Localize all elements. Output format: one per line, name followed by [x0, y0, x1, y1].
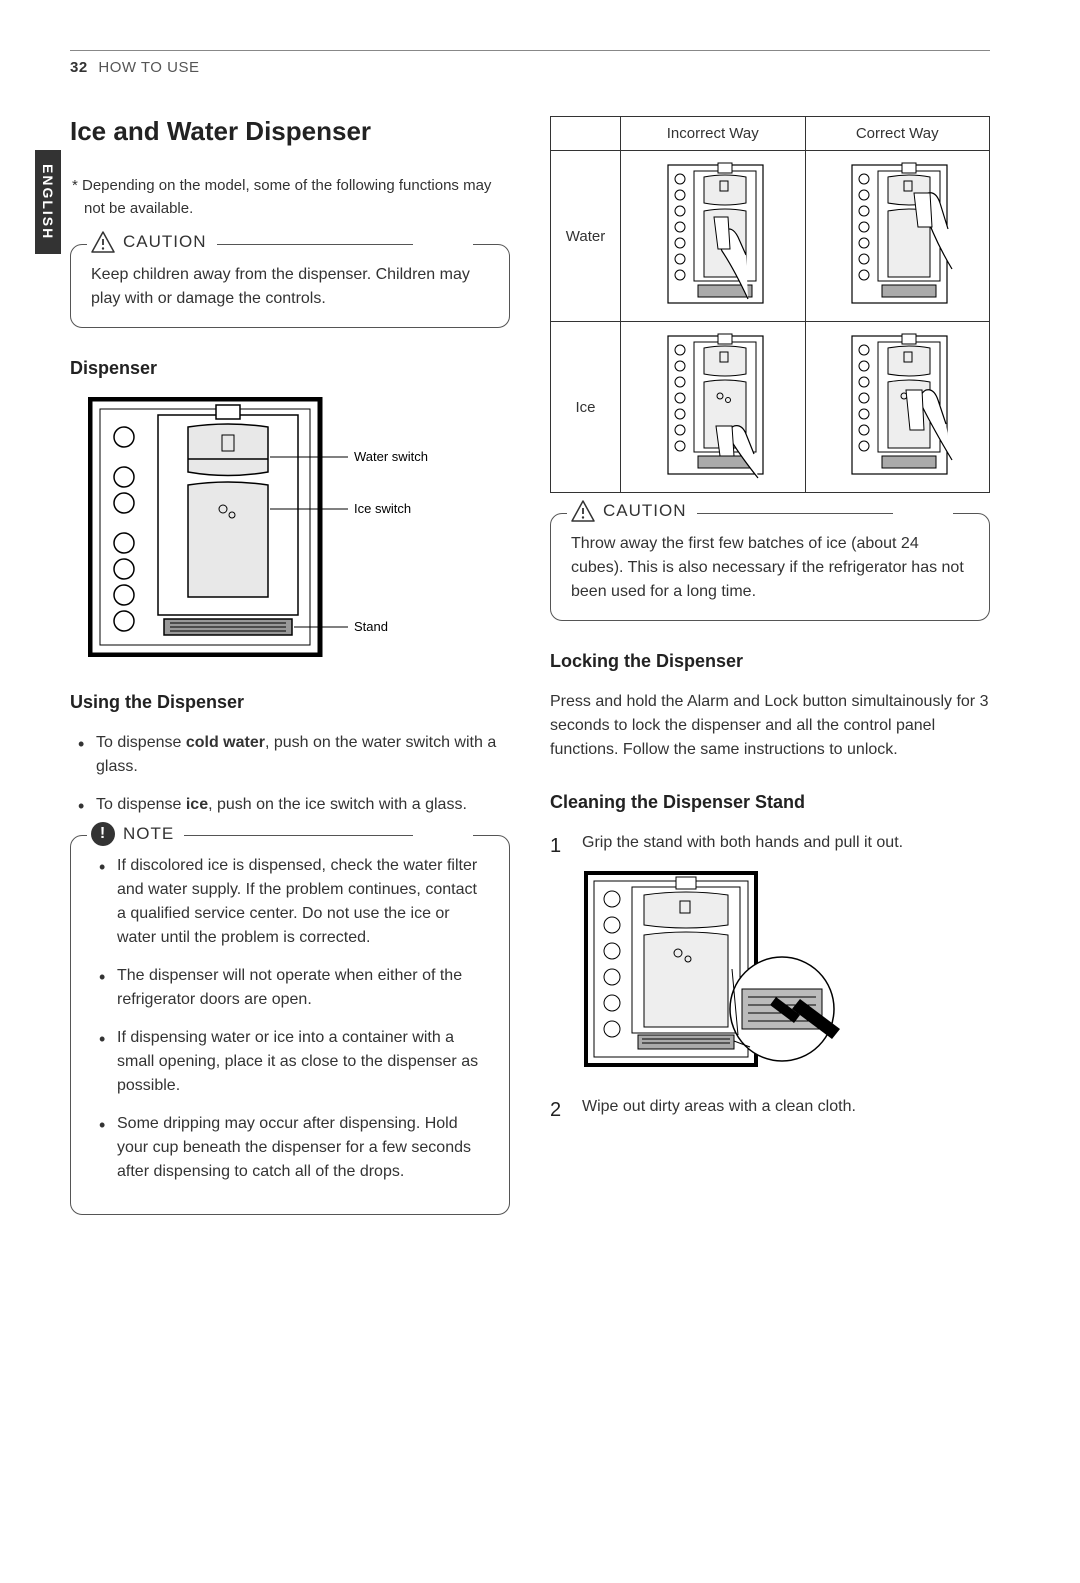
- caution-label: CAUTION: [87, 231, 217, 253]
- note-bullet: If dispensing water or ice into a contai…: [99, 1026, 489, 1098]
- table-cell-water-incorrect: [621, 151, 806, 322]
- note-box: ! NOTE If discolored ice is dispensed, c…: [70, 835, 510, 1215]
- note-icon: !: [91, 822, 115, 846]
- note-label-text: NOTE: [123, 824, 174, 844]
- note-bullet: The dispenser will not operate when eith…: [99, 964, 489, 1012]
- caution-box-1: CAUTION Keep children away from the disp…: [70, 244, 510, 328]
- figure-water-incorrect: [638, 159, 788, 309]
- cleaning-heading: Cleaning the Dispenser Stand: [550, 792, 990, 813]
- caution-icon: [91, 231, 115, 253]
- locking-text: Press and hold the Alarm and Lock button…: [550, 690, 990, 762]
- figure-water-correct: [822, 159, 972, 309]
- label-ice-switch: Ice switch: [354, 501, 411, 516]
- table-header-correct: Correct Way: [805, 117, 990, 151]
- main-heading: Ice and Water Dispenser: [70, 116, 510, 147]
- caution-text: Throw away the first few batches of ice …: [571, 532, 969, 604]
- table-cell-ice-correct: [805, 322, 990, 493]
- note-label: ! NOTE: [87, 822, 184, 846]
- usage-table: Incorrect Way Correct Way Water: [550, 116, 990, 493]
- step-number: 2: [550, 1095, 568, 1125]
- caution-label-text: CAUTION: [123, 232, 207, 252]
- caution-text: Keep children away from the dispenser. C…: [91, 263, 489, 311]
- table-header-incorrect: Incorrect Way: [621, 117, 806, 151]
- figure-ice-correct: [822, 330, 972, 480]
- note-bullet: If discolored ice is dispensed, check th…: [99, 854, 489, 950]
- step-text: Wipe out dirty areas with a clean cloth.: [582, 1095, 990, 1119]
- dispenser-heading: Dispenser: [70, 358, 510, 379]
- table-row-water: Water: [551, 151, 621, 322]
- left-column: Ice and Water Dispenser * Depending on t…: [70, 116, 510, 1235]
- table-cell-ice-incorrect: [621, 322, 806, 493]
- dispenser-diagram: Water switch Ice switch Stand: [88, 397, 510, 662]
- step-number: 1: [550, 831, 568, 1077]
- label-water-switch: Water switch: [354, 449, 428, 464]
- label-stand: Stand: [354, 619, 388, 634]
- caution-label: CAUTION: [567, 500, 697, 522]
- caution-icon: [571, 500, 595, 522]
- using-heading: Using the Dispenser: [70, 692, 510, 713]
- right-column: Incorrect Way Correct Way Water: [550, 116, 990, 1235]
- note-bullet: Some dripping may occur after dispensing…: [99, 1112, 489, 1184]
- step-text: Grip the stand with both hands and pull …: [582, 831, 990, 855]
- cleaning-diagram: [582, 869, 990, 1077]
- table-header-blank: [551, 117, 621, 151]
- cleaning-steps: 1 Grip the stand with both hands and pul…: [550, 831, 990, 1125]
- caution-label-text: CAUTION: [603, 501, 687, 521]
- using-bullet: To dispense ice, push on the ice switch …: [78, 793, 510, 817]
- section-title: HOW TO USE: [98, 59, 199, 76]
- using-bullets: To dispense cold water, push on the wate…: [70, 731, 510, 817]
- table-cell-water-correct: [805, 151, 990, 322]
- table-row-ice: Ice: [551, 322, 621, 493]
- language-tab: ENGLISH: [35, 150, 61, 254]
- cleaning-step: 1 Grip the stand with both hands and pul…: [550, 831, 990, 1077]
- model-footnote: * Depending on the model, some of the fo…: [70, 175, 510, 220]
- using-bullet: To dispense cold water, push on the wate…: [78, 731, 510, 779]
- page-header: 32 HOW TO USE: [70, 50, 990, 76]
- cleaning-step: 2 Wipe out dirty areas with a clean clot…: [550, 1095, 990, 1125]
- note-bullets: If discolored ice is dispensed, check th…: [91, 854, 489, 1184]
- caution-box-2: CAUTION Throw away the first few batches…: [550, 513, 990, 621]
- figure-ice-incorrect: [638, 330, 788, 480]
- page-number: 32: [70, 59, 88, 76]
- locking-heading: Locking the Dispenser: [550, 651, 990, 672]
